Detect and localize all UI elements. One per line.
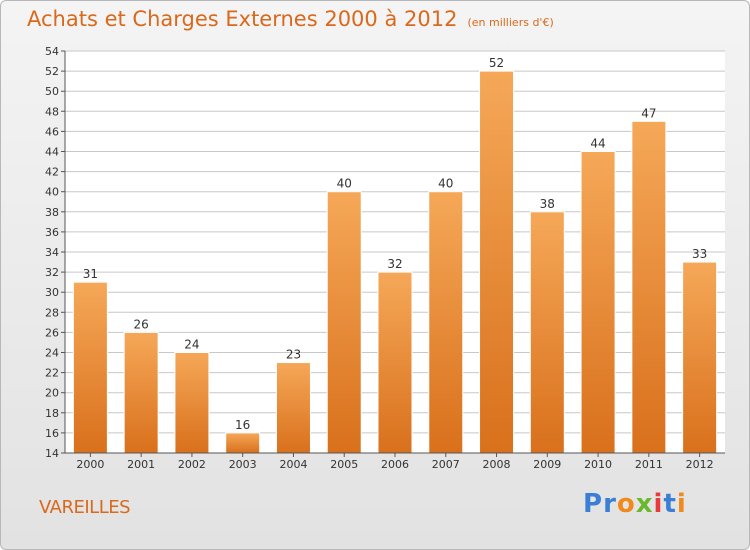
logo-letter: i — [676, 489, 687, 519]
proxiti-logo[interactable]: Proxiti — [583, 489, 687, 519]
logo-letter: o — [616, 489, 636, 519]
y-tick-label: 38 — [45, 206, 59, 219]
y-tick-label: 20 — [45, 387, 59, 400]
data-label: 26 — [134, 317, 149, 331]
data-label: 44 — [590, 137, 605, 151]
x-tick-label: 2001 — [127, 458, 155, 471]
y-tick-label: 48 — [45, 105, 59, 118]
bar-2003 — [225, 432, 261, 454]
y-tick-label: 14 — [45, 447, 59, 460]
x-tick-label: 2005 — [330, 458, 358, 471]
y-tick-label: 50 — [45, 85, 59, 98]
y-tick-label: 16 — [45, 427, 59, 440]
data-label: 38 — [540, 197, 555, 211]
x-tick-label: 2006 — [381, 458, 409, 471]
x-tick-label: 2003 — [229, 458, 257, 471]
bar-2007 — [428, 191, 464, 454]
bar-2008 — [479, 70, 515, 454]
bar-2011 — [631, 120, 667, 454]
bar-2012 — [682, 261, 718, 454]
y-tick-label: 44 — [45, 146, 59, 159]
bar-2002 — [174, 352, 210, 454]
data-label: 40 — [438, 177, 453, 191]
bars: 31 26 24 16 23 40 32 40 52 38 44 47 33 — [72, 56, 718, 454]
data-label: 47 — [641, 106, 656, 120]
logo-letter: r — [603, 489, 617, 519]
data-label: 32 — [387, 257, 402, 271]
x-tick-label: 2007 — [432, 458, 460, 471]
y-tick-label: 18 — [45, 407, 59, 420]
x-tick-label: 2000 — [76, 458, 104, 471]
y-tick-label: 24 — [45, 347, 59, 360]
data-label: 31 — [83, 267, 98, 281]
axes: 14 16 18 20 22 24 26 28 30 32 34 36 38 40 42 44 46 48 50 52… — [45, 45, 725, 471]
logo-letter: t — [663, 489, 677, 519]
y-tick-label: 46 — [45, 125, 59, 138]
bar-2010 — [580, 151, 616, 454]
y-tick-label: 54 — [45, 45, 59, 58]
logo-letter: x — [635, 489, 654, 519]
x-tick-label: 2011 — [635, 458, 663, 471]
data-label: 16 — [235, 418, 250, 432]
y-tick-label: 42 — [45, 166, 59, 179]
bar-2004 — [275, 362, 311, 454]
x-tick-label: 2009 — [533, 458, 561, 471]
bar-2001 — [123, 331, 159, 454]
data-label: 52 — [489, 56, 504, 70]
x-tick-label: 2012 — [686, 458, 714, 471]
y-tick-label: 36 — [45, 226, 59, 239]
bar-2006 — [377, 271, 413, 454]
x-tick-label: 2010 — [584, 458, 612, 471]
data-label: 23 — [286, 348, 301, 362]
y-tick-label: 26 — [45, 326, 59, 339]
commune-name: VAREILLES — [39, 497, 131, 518]
data-label: 24 — [184, 338, 199, 352]
y-tick-label: 34 — [45, 246, 59, 259]
x-tick-label: 2004 — [279, 458, 307, 471]
y-tick-label: 22 — [45, 367, 59, 380]
y-tick-label: 40 — [45, 186, 59, 199]
data-label: 33 — [692, 247, 707, 261]
y-tick-label: 28 — [45, 306, 59, 319]
logo-letter: i — [653, 489, 664, 519]
y-tick-label: 32 — [45, 266, 59, 279]
y-tick-label: 52 — [45, 65, 59, 78]
bar-2000 — [72, 281, 108, 454]
bar-2009 — [529, 211, 565, 454]
logo-letter: P — [583, 489, 604, 519]
bar-2005 — [326, 191, 362, 454]
chart-title: Achats et Charges Externes 2000 à 2012 (e… — [27, 7, 554, 31]
y-tick-label: 30 — [45, 286, 59, 299]
x-tick-label: 2002 — [178, 458, 206, 471]
x-tick-label: 2008 — [483, 458, 511, 471]
data-label: 40 — [337, 177, 352, 191]
chart-subtitle: (en milliers d'€) — [467, 16, 554, 29]
chart-title-text: Achats et Charges Externes 2000 à 2012 — [27, 7, 458, 31]
